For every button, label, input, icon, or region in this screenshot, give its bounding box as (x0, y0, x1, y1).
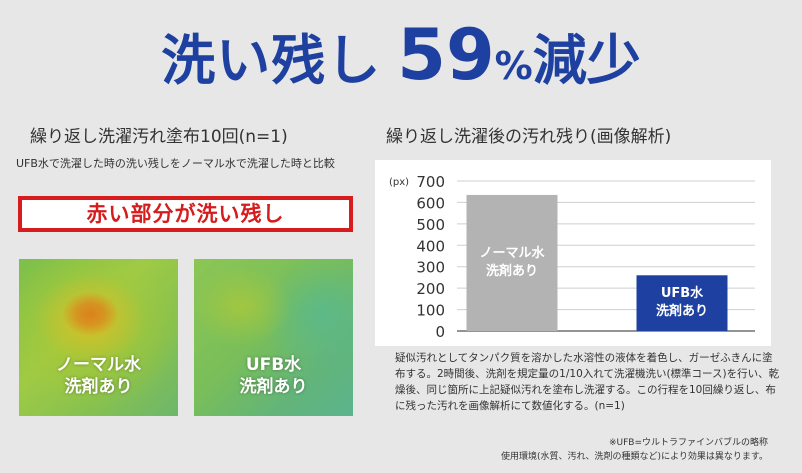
heatmap-image-ufb-water: UFB水 洗剤あり (194, 259, 353, 416)
headline-number: 59 (397, 14, 495, 96)
headline-text: 洗い残し (161, 29, 382, 92)
y-tick-label: 600 (416, 194, 445, 212)
headline-suffix: 減少 (532, 29, 641, 92)
bar-label-line1: ノーマル水 (479, 245, 545, 261)
method-description: 疑似汚れとしてタンパク質を溶かした水溶性の液体を着色し、ガーゼふきんに塗布する。… (395, 352, 780, 412)
heatmap-caption-line2: 洗剤あり (239, 377, 308, 397)
y-tick-label: 500 (416, 216, 445, 234)
callout-text: 赤い部分が洗い残し (86, 202, 285, 226)
bar-label-line2: 洗剤あり (655, 304, 708, 320)
y-tick-label: 400 (416, 237, 445, 255)
heatmap-caption-line1: UFB水 (245, 355, 302, 375)
chart-title: 繰り返し洗濯後の汚れ残り(画像解析) (386, 127, 672, 147)
y-tick-label: 300 (416, 259, 445, 277)
bar-label: UFB水 洗剤あり (637, 285, 728, 321)
heatmap-caption: UFB水 洗剤あり (194, 354, 353, 398)
y-tick-label: 0 (435, 323, 445, 341)
heatmap-caption-line1: ノーマル水 (56, 355, 141, 375)
bar (466, 194, 558, 331)
bar-label-line1: UFB水 (660, 286, 704, 302)
y-unit-label: (px) (389, 177, 409, 188)
heatmap-image-normal-water: ノーマル水 洗剤あり (19, 259, 178, 416)
left-section-subtitle: UFB水で洗濯した時の洗い残しをノーマル水で洗濯した時と比較 (16, 157, 335, 170)
footnote-ufb: ※UFB=ウルトラファインバブルの略称 (608, 438, 768, 448)
y-tick-label: 100 (416, 302, 445, 320)
callout-box: 赤い部分が洗い残し (18, 196, 353, 232)
heatmap-caption-line2: 洗剤あり (64, 377, 133, 397)
left-section-title: 繰り返し洗濯汚れ塗布10回(n=1) (30, 127, 288, 147)
bar-chart: 0 100 200 300 400 500 600 700 (px) (389, 173, 755, 341)
footnotes: ※UFB=ウルトラファインバブルの略称 使用環境(水質、汚れ、洗剤の種類など)に… (501, 436, 768, 464)
y-tick-label: 200 (416, 280, 445, 298)
bar (636, 275, 728, 331)
headline: 洗い残し 59%減少 (0, 14, 802, 96)
bar-label: ノーマル水 洗剤あり (467, 245, 558, 281)
bar-label-line2: 洗剤あり (485, 263, 538, 279)
footnote-disclaimer: 使用環境(水質、汚れ、洗剤の種類など)により効果は異なります。 (500, 452, 768, 462)
chart-panel: 0 100 200 300 400 500 600 700 (px) ノーマル水 洗剤あり UF… (375, 160, 771, 346)
heatmap-caption: ノーマル水 洗剤あり (19, 354, 178, 398)
y-tick-label: 700 (416, 173, 445, 191)
headline-unit: % (494, 44, 533, 88)
